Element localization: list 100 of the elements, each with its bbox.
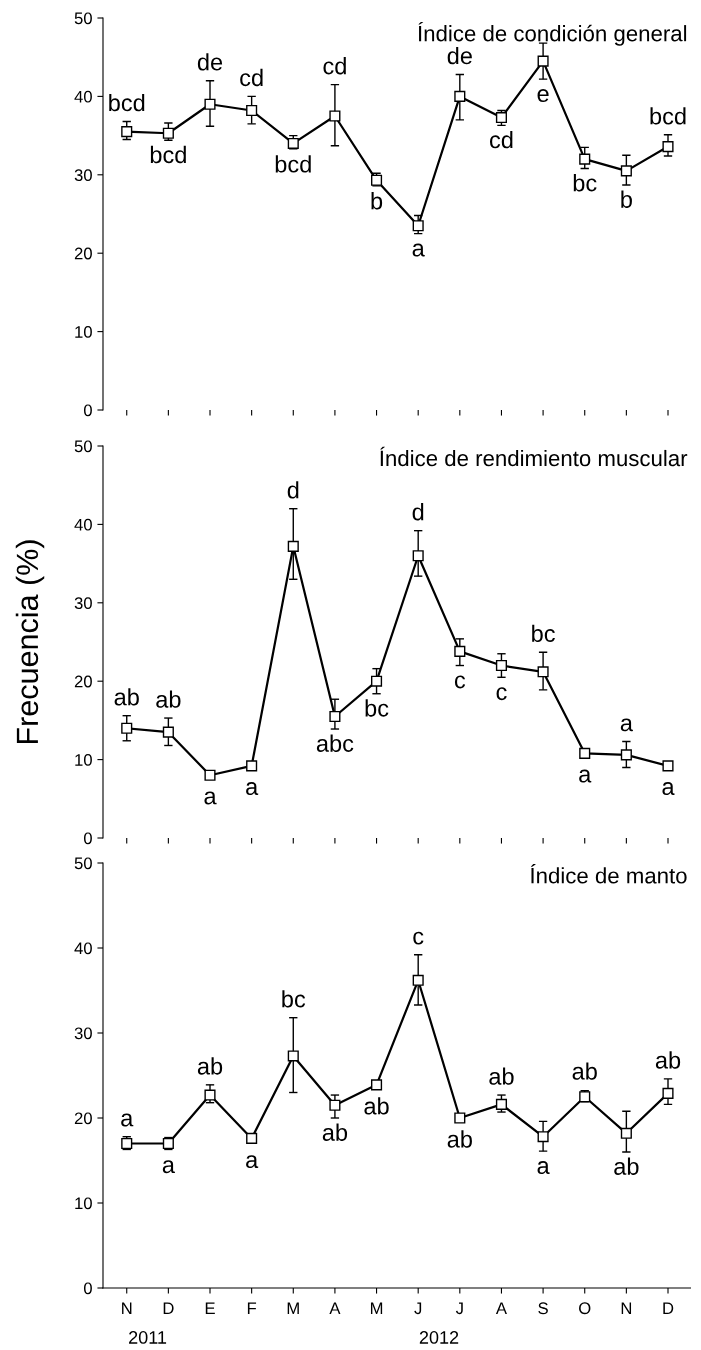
y-tick-label: 30 [74, 1027, 92, 1040]
point [204, 98, 216, 110]
data-label: a [662, 782, 675, 796]
point [121, 722, 133, 734]
data-label: ab [655, 1051, 681, 1069]
point [454, 645, 466, 657]
x-tick-label: A [495, 1302, 507, 1314]
point [495, 659, 508, 672]
data-label: a [121, 1113, 134, 1127]
data-label: ab [614, 1157, 639, 1175]
data-label: bcd [275, 155, 311, 173]
point [204, 1089, 216, 1101]
data-label: de [447, 46, 472, 65]
y-tick-label: 40 [74, 942, 92, 955]
point [412, 220, 424, 232]
y-tick-label: 50 [74, 440, 92, 453]
data-label: d [287, 481, 299, 499]
point [370, 1079, 383, 1091]
point [662, 760, 674, 772]
point [620, 1127, 632, 1139]
point [246, 760, 258, 772]
y-tick-label: 10 [75, 754, 92, 766]
data-label: cd [240, 68, 263, 87]
point [620, 165, 632, 177]
data-label: bc [282, 990, 306, 1008]
data-label: ab [364, 1097, 389, 1115]
point [537, 666, 549, 678]
data-label: cd [323, 57, 346, 75]
y-tick-label: 10 [75, 1197, 92, 1210]
data-label: a [579, 769, 592, 783]
point [537, 1131, 549, 1143]
data-label: ab [114, 688, 139, 706]
x-tick-label: N [122, 1302, 132, 1314]
data-label: a [162, 1160, 175, 1174]
point [162, 127, 174, 139]
data-label: a [412, 243, 425, 257]
data-label: a [620, 718, 633, 732]
data-label: a [246, 1155, 259, 1169]
point [662, 141, 674, 153]
point [579, 153, 591, 165]
y-tick-label: 40 [74, 90, 92, 103]
chart-title: Índice de condición general [418, 21, 687, 46]
data-label: d [412, 503, 424, 521]
data-label: ab [322, 1123, 348, 1141]
point [412, 550, 424, 562]
data-label: cd [489, 130, 513, 149]
data-label: de [197, 53, 223, 71]
point [329, 1099, 341, 1111]
data-label: a [537, 1161, 550, 1175]
data-label: ab [156, 690, 181, 708]
data-label: bcd [150, 145, 186, 164]
text: 2012 [419, 1331, 459, 1344]
x-tick-label: E [205, 1302, 215, 1314]
x-tick-label: N [621, 1302, 632, 1314]
y-tick-label: 50 [74, 857, 92, 870]
data-label: ab [572, 1062, 597, 1080]
point [246, 104, 258, 117]
data-label: bcd [650, 107, 686, 125]
data-label: c [454, 675, 466, 689]
data-label: a [204, 791, 217, 805]
y-axis-title: Frecuencia (%) [15, 540, 45, 744]
data-label: ab [197, 1057, 223, 1075]
data-label: b [621, 190, 632, 208]
y-tick-label: 30 [74, 169, 92, 181]
y-tick-label: 40 [74, 518, 92, 531]
x-tick-label: F [247, 1302, 257, 1314]
point [287, 1050, 299, 1062]
data-label: ab [489, 1067, 514, 1085]
x-tick-label: O [579, 1302, 591, 1315]
point [454, 90, 466, 102]
data-label: ab [447, 1130, 472, 1148]
point [454, 1112, 466, 1124]
data-label: e [537, 89, 549, 103]
y-tick-label: 0 [83, 832, 92, 845]
point [246, 1132, 258, 1144]
x-tick-label: A [329, 1302, 341, 1314]
data-label: abc [316, 734, 354, 752]
x-tick-label: M [287, 1302, 299, 1314]
text: 2011 [129, 1331, 167, 1344]
data-label: bc [573, 174, 597, 192]
data-label: bcd [109, 93, 145, 112]
y-tick-label: 0 [83, 404, 92, 417]
data-label: a [246, 782, 259, 796]
point [537, 55, 549, 67]
data-label: bc [532, 624, 555, 642]
x-tick-label: D [663, 1302, 674, 1314]
point [620, 749, 632, 761]
x-tick-label: M [370, 1302, 383, 1314]
point [287, 540, 299, 552]
x-tick-label: J [414, 1302, 422, 1315]
y-tick-label: 20 [74, 675, 92, 688]
y-tick-label: 30 [74, 597, 92, 609]
point [412, 974, 424, 986]
point [495, 1098, 508, 1110]
y-tick-label: 20 [74, 1112, 92, 1125]
chart-title: Índice de manto [530, 864, 687, 884]
data-label: c [496, 687, 507, 701]
data-label: b [371, 192, 383, 210]
point [121, 126, 133, 138]
point [329, 710, 341, 723]
